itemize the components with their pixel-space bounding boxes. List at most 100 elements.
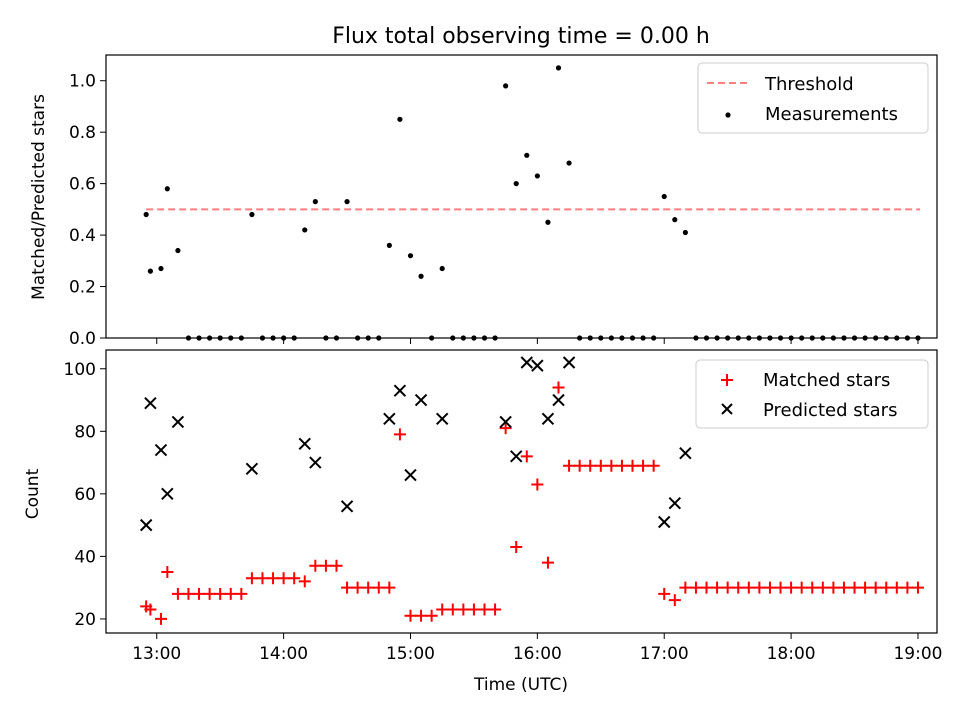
predicted-point (499, 415, 512, 429)
matched-point (679, 581, 692, 594)
matched-point (341, 581, 354, 594)
matched-point (383, 581, 396, 594)
x-tick-label: 14:00 (259, 644, 308, 664)
predicted-point (309, 456, 322, 469)
matched-point (224, 587, 237, 600)
predicted-point (562, 356, 576, 369)
matched-point (436, 603, 449, 616)
predicted-point (531, 359, 544, 372)
y-tick-label: 60 (74, 485, 96, 505)
matched-point (277, 572, 290, 585)
y-tick-label: 1.0 (69, 72, 96, 92)
bottom-panel: Count Time (UTC) 13:00 14:00 15:00 16:00 17:… (23, 349, 942, 695)
matched-point (721, 581, 734, 594)
x-tick-label: 16:00 (513, 644, 562, 664)
x-tick-label: 13:00 (132, 644, 181, 664)
predicted-point (414, 393, 428, 407)
measurement-point (524, 152, 530, 158)
bottom-xlabel: Time (UTC) (473, 675, 568, 695)
legend-predicted-label: Predicted stars (763, 400, 897, 421)
bottom-legend: Matched stars Predicted stars (695, 359, 929, 429)
measurement-point (661, 193, 667, 200)
legend-measurements-swatch (725, 112, 731, 118)
matched-point (144, 603, 157, 616)
measurement-point (164, 186, 170, 192)
matched-point (393, 428, 406, 441)
y-tick-label: 0.8 (69, 123, 96, 143)
predicted-point (541, 412, 555, 426)
measurement-point (397, 116, 403, 122)
y-tick-label: 100 (64, 360, 96, 380)
legend-threshold-label: Threshold (764, 74, 854, 95)
predicted-point (383, 412, 396, 426)
measurement-point (682, 229, 688, 236)
measurement-point (249, 211, 255, 218)
measurement-point (407, 253, 414, 259)
matched-point (774, 581, 787, 594)
matched-point (816, 581, 829, 594)
matched-point (171, 587, 184, 600)
predicted-point (298, 437, 311, 451)
matched-point (594, 459, 607, 472)
matched-point (637, 459, 650, 472)
matched-point (425, 609, 438, 622)
predicted-point (393, 384, 407, 397)
measurement-point (344, 199, 350, 205)
y-tick-label: 20 (74, 610, 96, 630)
matched-point (753, 581, 766, 594)
top-legend: Threshold Measurements (697, 62, 929, 134)
x-tick-label: 19:00 (893, 644, 942, 664)
top-legend-box (697, 62, 929, 134)
y-tick-label: 0.6 (69, 175, 96, 195)
predicted-point (161, 487, 174, 501)
predicted-point (171, 415, 185, 429)
matched-point (806, 581, 819, 594)
measurement-point (672, 217, 678, 223)
matched-point (288, 572, 301, 585)
matched-point (203, 587, 216, 600)
y-tick-label: 40 (74, 547, 96, 567)
top-title: Flux total observing time = 0.00 h (332, 24, 710, 49)
x-tick-label: 15:00 (386, 644, 435, 664)
bottom-ylabel: Count (23, 468, 43, 519)
matched-point (298, 575, 311, 588)
predicted-point (552, 393, 565, 407)
matched-point (267, 572, 280, 585)
matched-point (763, 581, 776, 594)
matched-point (362, 581, 375, 594)
matched-point (235, 587, 248, 600)
matched-point (563, 459, 576, 472)
predicted-point (404, 468, 417, 482)
measurement-point (555, 65, 562, 71)
measurement-point (386, 242, 392, 248)
legend-measurements-label: Measurements (765, 104, 898, 125)
matched-point (658, 587, 671, 600)
bottom-plot-area: 13:00 14:00 15:00 16:00 17:00 18:00 19:00 20 40 6… (64, 356, 942, 664)
matched-point (890, 581, 903, 594)
predicted-point (658, 515, 671, 529)
predicted-point (510, 450, 523, 463)
measurement-point (503, 83, 509, 89)
matched-point (732, 581, 745, 594)
matched-point (647, 459, 660, 472)
matched-point (161, 566, 174, 579)
top-axes-frame (105, 54, 938, 339)
matched-point (351, 581, 364, 594)
matched-point (827, 581, 840, 594)
measurement-point (534, 173, 540, 179)
measurement-point (158, 265, 164, 272)
top-panel: Flux total observing time = 0.00 h Match… (29, 24, 938, 349)
matched-point (552, 381, 565, 394)
top-ylabel: Matched/Predicted stars (29, 94, 49, 300)
matched-point (372, 581, 385, 594)
matched-point (446, 603, 459, 616)
predicted-point (139, 518, 153, 532)
predicted-point (679, 446, 692, 460)
matched-point (689, 581, 702, 594)
matched-point (795, 581, 808, 594)
matched-point (901, 581, 914, 594)
measurement-point (147, 268, 154, 274)
legend-predicted-swatch (721, 403, 733, 415)
matched-point (330, 559, 343, 572)
